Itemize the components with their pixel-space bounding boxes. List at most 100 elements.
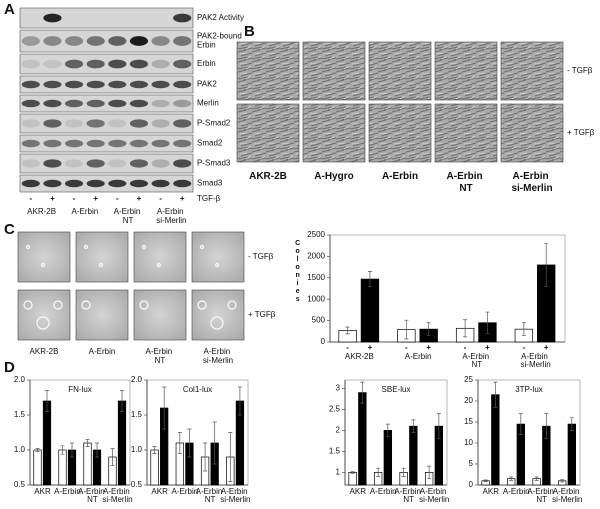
y-tick-label: 2.5 [329, 405, 341, 414]
blot-strip [19, 7, 194, 29]
band [129, 139, 149, 148]
blot-label: Merlin [197, 99, 219, 108]
colony [83, 244, 89, 250]
bar [150, 449, 159, 486]
band [64, 36, 84, 46]
band [129, 159, 149, 168]
lane-sign: - [159, 194, 162, 203]
y-tick-label: 0.5 [14, 480, 26, 489]
micrograph [500, 41, 564, 101]
panel-label: B [244, 23, 255, 40]
cell-label: A-Erbin NT [114, 207, 143, 225]
micrograph [368, 103, 432, 163]
bar [42, 400, 52, 486]
x-tick-label: A-Erbin [172, 487, 199, 496]
y-tick-label: 2 [336, 426, 341, 435]
y-tick-label: 2000 [307, 252, 325, 261]
band [173, 59, 192, 69]
error-bar [237, 386, 242, 416]
error-bar [203, 442, 208, 472]
error-bar [85, 439, 90, 447]
error-bar [376, 467, 381, 477]
x-tick-label: A-Erbin [503, 487, 530, 496]
error-bar [483, 479, 488, 482]
colony [25, 244, 31, 250]
blot-label: PAK2 [197, 80, 217, 89]
y-tick-label: 15 [464, 417, 473, 426]
error-bar [177, 432, 182, 454]
series-label: + [426, 343, 431, 352]
band [21, 99, 40, 108]
y-tick-label: 1.0 [131, 445, 143, 454]
y-tick-label: 1.0 [14, 445, 26, 454]
x-tick-label: A-Erbin si-Merlin [220, 487, 250, 504]
band [173, 36, 192, 46]
band [86, 80, 105, 89]
colony [81, 300, 91, 310]
micrograph [236, 103, 300, 163]
band [43, 80, 62, 89]
error-bar [162, 386, 167, 430]
colony [156, 262, 162, 268]
colony-image [191, 231, 245, 283]
x-tick-label: AKR-2B [345, 352, 374, 361]
band [173, 13, 192, 23]
blot-strip [19, 94, 194, 113]
y-tick-label: 0 [321, 337, 326, 346]
band [43, 119, 62, 128]
series-label: + [368, 343, 373, 352]
blot-strip [19, 53, 194, 75]
error-bar [120, 390, 124, 412]
colony [36, 316, 50, 330]
colony-image [133, 289, 187, 341]
error-bar [485, 311, 490, 334]
band [86, 119, 105, 128]
band [64, 59, 84, 69]
band [21, 59, 40, 69]
band [86, 139, 105, 148]
bar [360, 278, 380, 343]
blot-label: Smad3 [197, 179, 223, 188]
error-bar [560, 479, 565, 483]
y-tick-label: 2500 [307, 230, 325, 239]
error-bar [544, 243, 549, 287]
band [86, 36, 105, 46]
micrograph [434, 103, 498, 163]
band [43, 13, 62, 23]
error-bar [110, 448, 115, 466]
error-bar [404, 319, 409, 340]
error-bar [70, 442, 74, 458]
lane-sign: + [93, 194, 98, 203]
blot-label: PAK2-bound [197, 32, 242, 41]
x-tick-label: A-Erbin si-Merlin [521, 352, 551, 369]
band [151, 36, 170, 46]
y-tick-label: 2.0 [14, 375, 26, 384]
band [108, 80, 127, 89]
treatment-label: TGF-β [197, 194, 221, 203]
band [129, 119, 149, 128]
colony-image [17, 289, 71, 341]
band [64, 139, 84, 148]
cell-label: A-Erbin [382, 171, 418, 182]
cell-label: A-Erbin si-Merlin [156, 207, 186, 225]
micrograph [368, 41, 432, 101]
colony-image [133, 231, 187, 283]
band [86, 59, 105, 69]
bar [567, 423, 577, 486]
x-tick-label: A-Erbin NT [394, 487, 423, 504]
micrograph [500, 103, 564, 163]
colony [210, 316, 224, 330]
blot-strip [19, 174, 194, 193]
colony [53, 300, 63, 310]
error-bar [436, 413, 441, 440]
blot-strip [19, 113, 194, 134]
y-tick-label: 5 [469, 459, 474, 468]
condition-label: + TGFβ [248, 310, 276, 319]
series-label: - [405, 343, 408, 352]
bar [491, 394, 500, 486]
error-bar [427, 465, 432, 480]
chart-title: FN-lux [68, 385, 92, 394]
y-tick-label: 1500 [307, 273, 325, 282]
band [129, 36, 149, 46]
band [43, 59, 62, 69]
